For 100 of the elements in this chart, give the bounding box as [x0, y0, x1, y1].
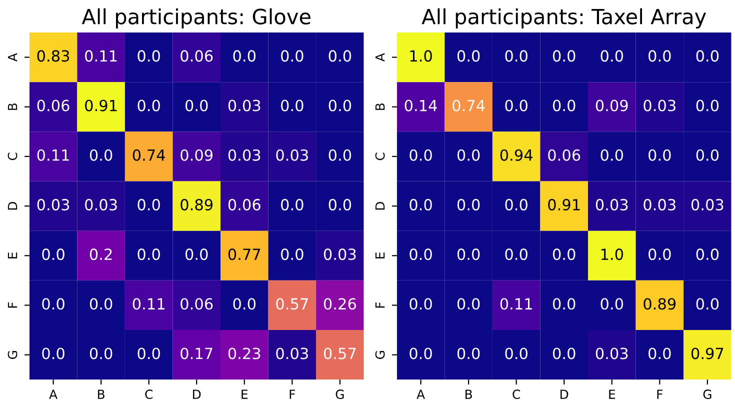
data-label: 0.0: [600, 298, 624, 310]
data-label: 0.11: [500, 298, 532, 310]
data-label: 0.03: [644, 198, 676, 210]
x-tick-label: C: [512, 390, 520, 400]
data-label: 1.0: [410, 50, 432, 62]
data-label: 0.03: [644, 100, 676, 112]
data-label: 0.0: [138, 348, 160, 360]
data-label: 0.0: [233, 50, 256, 62]
x-tick-label: A: [416, 390, 425, 399]
data-label: 0.91: [85, 100, 117, 112]
data-label: 0.57: [324, 348, 356, 360]
data-label: 0.06: [228, 198, 260, 210]
data-label: 0.03: [276, 348, 308, 360]
data-label: 0.0: [505, 348, 528, 360]
data-label: 0.0: [648, 50, 671, 62]
x-tick-label: G: [336, 390, 344, 400]
x-tick-label: B: [98, 390, 104, 399]
y-tick-label: B: [375, 103, 385, 110]
data-label: 0.0: [138, 198, 160, 210]
data-label: 0.74: [452, 100, 485, 112]
data-label: 0.0: [410, 149, 432, 161]
data-label: 0.0: [281, 198, 304, 210]
y-tick-label: G: [375, 351, 385, 359]
y-tick-label: E: [8, 252, 18, 258]
y-tick-label: F: [375, 302, 385, 308]
y-tick-label: A: [8, 53, 18, 62]
data-label: 0.0: [281, 248, 304, 260]
data-label: 0.0: [457, 198, 480, 210]
data-label: 0.03: [85, 198, 117, 210]
y-tick-label: E: [375, 252, 385, 258]
data-label: 0.0: [696, 149, 719, 161]
data-label: 0.0: [90, 298, 112, 310]
data-label: 0.0: [328, 50, 352, 62]
data-label: 0.0: [457, 348, 480, 360]
data-label: 0.0: [138, 100, 160, 112]
data-label: 0.0: [552, 348, 576, 360]
chart-title: All participants: Glove: [82, 8, 310, 28]
data-label: 0.0: [505, 50, 528, 62]
y-tick-label: C: [8, 152, 18, 160]
data-label: 0.0: [696, 298, 719, 310]
y-tick-label: B: [8, 103, 18, 110]
data-label: 0.03: [37, 198, 70, 210]
data-label: 0.0: [457, 50, 480, 62]
y-tick-label: C: [375, 152, 385, 160]
data-label: 0.03: [228, 100, 260, 112]
x-tick-label: A: [49, 390, 58, 399]
data-label: 0.0: [138, 50, 160, 62]
data-label: 0.06: [180, 50, 213, 62]
data-label: 0.57: [276, 298, 308, 310]
chart-title: All participants: Taxel Array: [422, 8, 706, 28]
data-label: 0.03: [228, 149, 260, 161]
data-label: 0.0: [505, 100, 528, 112]
data-label: 0.0: [552, 50, 576, 62]
data-label: 0.89: [644, 298, 676, 310]
data-label: 0.11: [85, 50, 117, 62]
y-tick-label: A: [375, 53, 385, 62]
data-label: 0.03: [596, 198, 628, 210]
data-label: 0.0: [457, 149, 480, 161]
data-label: 0.0: [42, 298, 64, 310]
data-label: 0.0: [552, 298, 576, 310]
data-label: 0.0: [410, 298, 432, 310]
data-label: 0.23: [228, 348, 260, 360]
x-tick-label: E: [609, 390, 616, 399]
data-label: 0.11: [37, 149, 69, 161]
data-label: 0.0: [185, 248, 208, 260]
data-label: 0.0: [648, 248, 671, 260]
data-label: 0.0: [648, 149, 671, 161]
data-label: 0.0: [138, 248, 160, 260]
y-tick-label: D: [375, 202, 385, 210]
y-tick-label: D: [8, 202, 18, 210]
data-label: 0.03: [324, 248, 356, 260]
data-label: 0.0: [600, 149, 624, 161]
data-label: 0.0: [505, 248, 528, 260]
data-label: 0.0: [281, 100, 304, 112]
y-tick-label: F: [8, 302, 18, 308]
x-tick-label: C: [145, 390, 153, 400]
data-label: 0.0: [90, 348, 112, 360]
x-tick-label: B: [466, 390, 472, 399]
data-label: 0.0: [233, 298, 256, 310]
data-label: 0.83: [37, 50, 70, 62]
data-label: 0.0: [457, 298, 480, 310]
data-label: 0.03: [596, 348, 628, 360]
data-label: 0.09: [180, 149, 213, 161]
data-label: 0.77: [228, 248, 260, 260]
data-label: 0.0: [328, 198, 352, 210]
data-label: 0.0: [281, 50, 304, 62]
data-label: 0.14: [404, 100, 437, 112]
data-label: 0.0: [185, 100, 208, 112]
data-label: 0.94: [500, 149, 532, 161]
data-label: 0.91: [548, 198, 580, 210]
data-label: 0.0: [90, 149, 112, 161]
data-label: 0.2: [90, 248, 112, 260]
data-label: 0.06: [548, 149, 580, 161]
data-label: 0.09: [596, 100, 628, 112]
data-label: 0.11: [132, 298, 164, 310]
data-label: 0.0: [696, 50, 719, 62]
data-label: 0.03: [276, 149, 308, 161]
data-label: 0.0: [42, 348, 64, 360]
data-label: 0.0: [410, 348, 432, 360]
data-label: 0.0: [552, 100, 576, 112]
